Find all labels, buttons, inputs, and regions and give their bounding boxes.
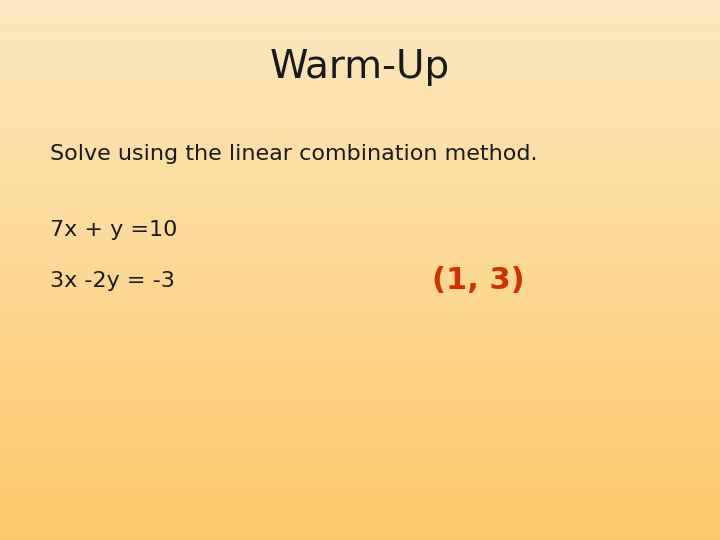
Text: 3x -2y = -3: 3x -2y = -3: [50, 271, 175, 291]
Text: (1, 3): (1, 3): [432, 266, 525, 295]
Text: Warm-Up: Warm-Up: [270, 49, 450, 86]
Text: 7x + y =10: 7x + y =10: [50, 219, 178, 240]
Text: Solve using the linear combination method.: Solve using the linear combination metho…: [50, 144, 538, 164]
